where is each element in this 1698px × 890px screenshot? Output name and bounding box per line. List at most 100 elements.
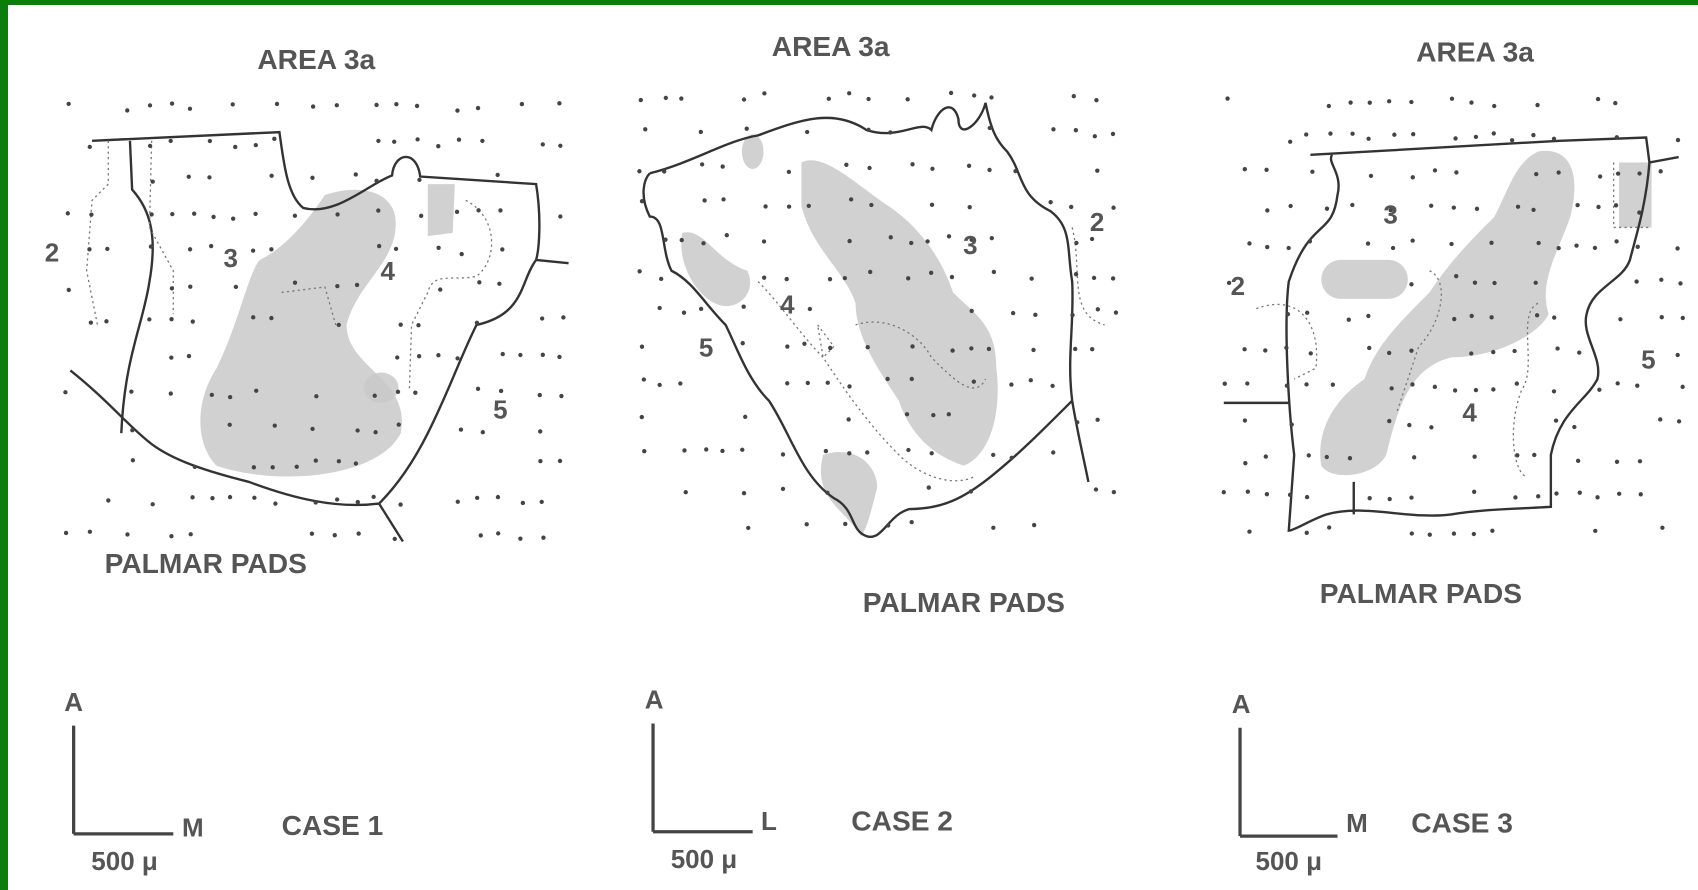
- recording-dot: [496, 531, 500, 535]
- recording-dot: [1614, 239, 1618, 243]
- recording-dot: [438, 287, 442, 291]
- recording-dot: [992, 270, 996, 274]
- recording-dot: [1556, 170, 1560, 174]
- recording-dot: [825, 491, 829, 495]
- recording-dot: [228, 395, 232, 399]
- recording-dot: [1074, 128, 1078, 132]
- recording-dot: [254, 143, 258, 147]
- recording-dot: [1593, 246, 1597, 250]
- axis-label: A: [64, 687, 83, 717]
- recording-dot: [930, 167, 934, 171]
- recording-dot: [1492, 131, 1496, 135]
- recording-dot: [1112, 490, 1116, 494]
- recording-dot: [1617, 492, 1621, 496]
- recording-dot: [1074, 241, 1078, 245]
- recording-dot: [1637, 210, 1641, 214]
- recording-dot: [455, 108, 459, 112]
- recording-dot: [762, 239, 766, 243]
- recording-dot: [1515, 453, 1519, 457]
- recording-dot: [1347, 318, 1351, 322]
- recording-dot: [501, 352, 505, 356]
- recording-dot: [987, 168, 991, 172]
- recording-dot: [1492, 281, 1496, 285]
- page: AREA 3a 2 3 4 5 PALMAR PADS A M CASE 1 5…: [0, 0, 1698, 890]
- recording-dot: [972, 379, 976, 383]
- recording-dot: [868, 270, 872, 274]
- recording-dot: [376, 208, 380, 212]
- recording-dot: [808, 307, 812, 311]
- recording-dot: [637, 269, 641, 273]
- recording-dot: [538, 459, 542, 463]
- region-label: 3: [963, 230, 977, 260]
- recording-dot: [1369, 174, 1373, 178]
- recording-dot: [558, 214, 562, 218]
- region-label: 4: [1462, 398, 1477, 428]
- recording-dot: [1660, 526, 1664, 530]
- shaded-region: [364, 373, 399, 403]
- recording-dot: [889, 235, 893, 239]
- recording-dot: [356, 500, 360, 504]
- recording-dot: [1265, 492, 1269, 496]
- recording-dot: [1636, 245, 1640, 249]
- recording-dot: [415, 104, 419, 108]
- recording-dot: [1033, 313, 1037, 317]
- recording-dot: [271, 465, 275, 469]
- recording-dot: [1635, 383, 1639, 387]
- recording-dot: [1677, 419, 1681, 423]
- recording-dot: [455, 210, 459, 214]
- recording-dot: [1678, 281, 1682, 285]
- recording-dot: [211, 215, 215, 219]
- recording-dot: [950, 348, 954, 352]
- recording-dot: [147, 317, 151, 321]
- recording-dot: [189, 532, 193, 536]
- recording-dot: [725, 233, 729, 237]
- recording-dot: [1094, 98, 1098, 102]
- recording-dot: [149, 212, 153, 216]
- recording-dot: [762, 276, 766, 280]
- recording-dot: [1288, 140, 1292, 144]
- recording-dot: [1510, 138, 1514, 142]
- recording-dot: [787, 170, 791, 174]
- recording-dot: [704, 447, 708, 451]
- recording-dot: [969, 346, 973, 350]
- recording-dot: [1472, 455, 1476, 459]
- recording-dot: [1473, 280, 1477, 284]
- recording-dot: [436, 353, 440, 357]
- recording-dot: [170, 101, 174, 105]
- axis-label: A: [645, 685, 664, 715]
- recording-dot: [228, 495, 232, 499]
- recording-dot: [1327, 525, 1331, 529]
- recording-dot: [354, 172, 358, 176]
- recording-dot: [1613, 101, 1617, 105]
- recording-dot: [1223, 382, 1227, 386]
- recording-dot: [1284, 346, 1288, 350]
- region-label: 5: [493, 394, 507, 424]
- recording-dot: [1453, 136, 1457, 140]
- recording-dot: [1410, 382, 1414, 386]
- recording-dot: [337, 323, 341, 327]
- recording-dot: [1470, 314, 1474, 318]
- recording-dot: [357, 531, 361, 535]
- recording-dot: [192, 212, 196, 216]
- recording-dot: [130, 428, 134, 432]
- recording-dot: [1680, 385, 1684, 389]
- recording-dot: [495, 173, 499, 177]
- recording-dot: [149, 244, 153, 248]
- recording-dot: [910, 344, 914, 348]
- recording-dot: [1264, 168, 1268, 172]
- recording-dot: [497, 282, 501, 286]
- recording-dot: [481, 430, 485, 434]
- recording-dot: [151, 502, 155, 506]
- region-label: 3: [223, 243, 237, 273]
- recording-dot: [1243, 167, 1247, 171]
- recording-dot: [476, 208, 480, 212]
- recording-dot: [746, 526, 750, 530]
- recording-dot: [1090, 237, 1094, 241]
- recording-dot: [392, 140, 396, 144]
- recording-dot: [373, 394, 377, 398]
- recording-dot: [436, 144, 440, 148]
- recording-dot: [906, 448, 910, 452]
- recording-dot: [969, 489, 973, 493]
- recording-dot: [1574, 243, 1578, 247]
- recording-dot: [415, 137, 419, 141]
